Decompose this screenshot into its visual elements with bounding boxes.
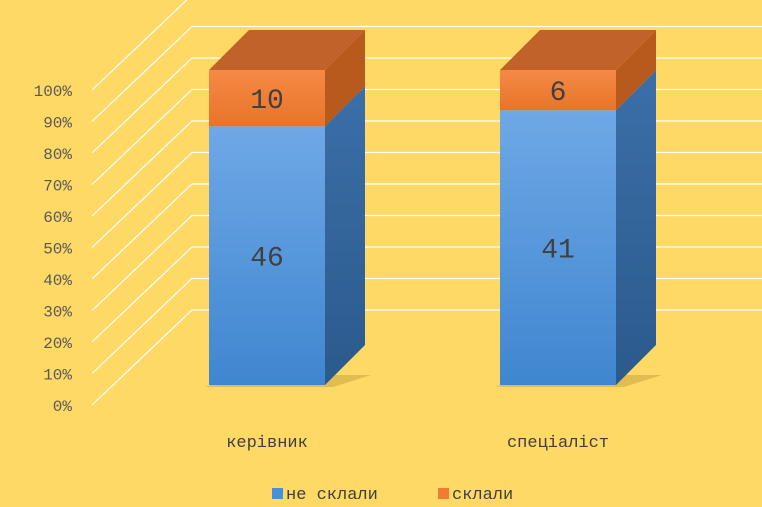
- y-axis-ticks: 0% 10% 20% 30% 40% 50% 60% 70% 80% 90% 100%: [34, 83, 73, 416]
- gridline: [91, 309, 762, 406]
- y-tick-label: 0%: [53, 398, 73, 416]
- gridline: [91, 120, 762, 217]
- gridline: [91, 0, 188, 91]
- gridline: [91, 277, 762, 374]
- x-axis-categories: керівник спеціаліст: [226, 434, 609, 453]
- legend-swatch: [438, 488, 449, 499]
- bar-top: [209, 30, 365, 70]
- bar-side-sklaly: [325, 30, 365, 127]
- gridline: [91, 57, 762, 154]
- legend-label: не склали: [286, 486, 378, 505]
- data-label: 6: [550, 78, 567, 109]
- bar-side-ne-sklaly: [325, 86, 365, 385]
- bar-segment-ne-sklaly: [500, 110, 616, 385]
- y-tick-label: 40%: [43, 272, 72, 290]
- y-tick-label: 30%: [43, 304, 72, 322]
- data-label: 10: [250, 86, 284, 117]
- bars: [209, 30, 656, 385]
- legend-label: склали: [452, 486, 513, 505]
- y-tick-label: 10%: [43, 367, 72, 385]
- gridline: [91, 214, 762, 311]
- gridline: [91, 88, 762, 185]
- y-tick-label: 70%: [43, 178, 72, 196]
- gridline: [91, 246, 762, 343]
- y-tick-label: 90%: [43, 115, 72, 133]
- bar-segment-sklaly: [209, 70, 325, 127]
- legend: не склали склали: [272, 486, 513, 505]
- legend-swatch: [272, 488, 283, 499]
- y-tick-label: 20%: [43, 335, 72, 353]
- y-tick-label: 80%: [43, 146, 72, 164]
- data-labels: 46 10 41 6: [250, 78, 575, 275]
- bar-segment-ne-sklaly: [209, 126, 325, 385]
- y-tick-label: 100%: [34, 83, 73, 101]
- gridline: [91, 25, 762, 122]
- data-label: 41: [541, 236, 575, 267]
- y-tick-label: 60%: [43, 209, 72, 227]
- y-tick-label: 50%: [43, 241, 72, 259]
- bar-side-ne-sklaly: [616, 70, 656, 385]
- bar-segment-sklaly: [500, 70, 616, 111]
- bar-side-sklaly: [616, 30, 656, 111]
- gridline: [91, 183, 762, 280]
- gridlines: [91, 0, 762, 406]
- data-label: 46: [250, 244, 284, 275]
- gridline: [91, 151, 762, 248]
- bar-top: [500, 30, 656, 70]
- x-category-label: спеціаліст: [507, 434, 609, 453]
- x-category-label: керівник: [226, 434, 308, 453]
